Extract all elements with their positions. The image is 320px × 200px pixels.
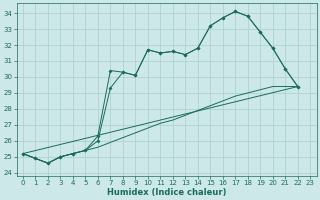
X-axis label: Humidex (Indice chaleur): Humidex (Indice chaleur)	[107, 188, 226, 197]
